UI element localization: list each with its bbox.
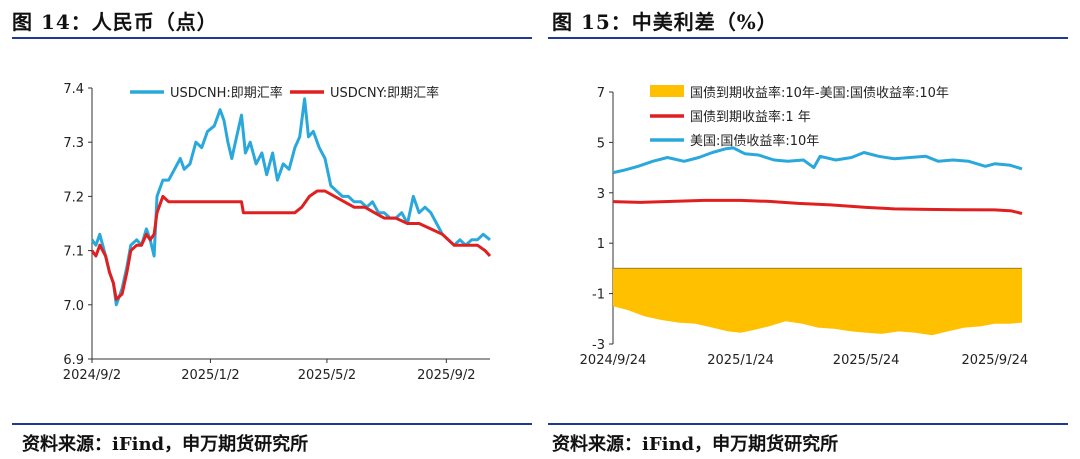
right-source-note: 资料来源：iFind，申万期货研究所 xyxy=(552,434,839,455)
left-series xyxy=(90,97,492,307)
right-source-rule xyxy=(548,423,1068,425)
series-line-1 xyxy=(612,198,1023,215)
series-line-0 xyxy=(90,97,491,307)
right-title-rule xyxy=(548,37,1068,39)
y-tick-label: 7 xyxy=(597,86,605,101)
right-axes: -3 -1 1 3 5 7 2024/9/24 2025/1/24 2025/5/24 2025/… xyxy=(580,86,1028,368)
x-tick-label: 2025/1/2 xyxy=(181,368,239,383)
y-tick-label: 7.4 xyxy=(63,82,84,97)
left-legend: USDCNH:即期汇率 USDCNY:即期汇率 xyxy=(130,85,439,101)
x-tick-label: 2024/9/24 xyxy=(580,353,647,368)
legend-label: 国债到期收益率:10年-美国:国债收益率:10年 xyxy=(690,85,949,101)
x-tick-label: 2025/9/24 xyxy=(961,353,1028,368)
y-tick-label: 3 xyxy=(597,187,605,202)
left-source-note: 资料来源：iFind，申万期货研究所 xyxy=(22,434,309,455)
x-tick-label: 2025/5/24 xyxy=(833,353,900,368)
right-series xyxy=(612,146,1023,336)
x-tick-label: 2025/5/2 xyxy=(298,368,356,383)
left-figure-panel: 图 14：人民币（点） 6.9 7.0 7.1 7.2 7.3 7.4 2024/9/2 20… xyxy=(12,10,532,455)
x-tick-label: 2025/9/2 xyxy=(417,368,475,383)
right-figure-panel: 图 15：中美利差（%） -3 -1 1 3 5 7 2024/9/24 2025/1/24 2… xyxy=(540,0,1080,459)
y-tick-label: 7.3 xyxy=(63,136,84,151)
legend-label: 国债到期收益率:1 年 xyxy=(690,109,811,125)
left-title-rule xyxy=(12,37,532,39)
left-source-rule xyxy=(12,423,532,425)
series-line-2 xyxy=(612,146,1023,175)
cn-us-spread-chart: -3 -1 1 3 5 7 2024/9/24 2025/1/24 2025/5/24 2025/… xyxy=(580,85,1028,368)
spread-area xyxy=(613,268,1022,336)
legend-label: 美国:国债收益率:10年 xyxy=(690,133,819,149)
y-tick-label: -1 xyxy=(592,288,605,303)
y-tick-label: 6.9 xyxy=(63,353,84,368)
right-figure-title: 图 15：中美利差（%） xyxy=(552,10,778,34)
left-axes: 6.9 7.0 7.1 7.2 7.3 7.4 2024/9/2 2025/1/2 2025/5… xyxy=(63,82,490,383)
y-tick-label: 7.2 xyxy=(63,190,84,205)
y-tick-label: 5 xyxy=(597,136,605,151)
y-tick-label: -3 xyxy=(592,338,605,353)
x-tick-label: 2025/1/24 xyxy=(707,353,774,368)
y-tick-label: 7.1 xyxy=(63,245,84,260)
x-tick-label: 2024/9/2 xyxy=(63,368,121,383)
y-tick-label: 7.0 xyxy=(63,299,84,314)
left-figure-title: 图 14：人民币（点） xyxy=(12,10,218,34)
legend-label: USDCNY:即期汇率 xyxy=(330,85,439,101)
legend-label: USDCNH:即期汇率 xyxy=(170,85,283,101)
y-tick-label: 1 xyxy=(597,237,605,252)
series-line-1 xyxy=(90,189,492,301)
legend-swatch xyxy=(650,85,684,97)
rmb-exchange-rate-chart: 6.9 7.0 7.1 7.2 7.3 7.4 2024/9/2 2025/1/2 2025/5… xyxy=(63,82,492,383)
